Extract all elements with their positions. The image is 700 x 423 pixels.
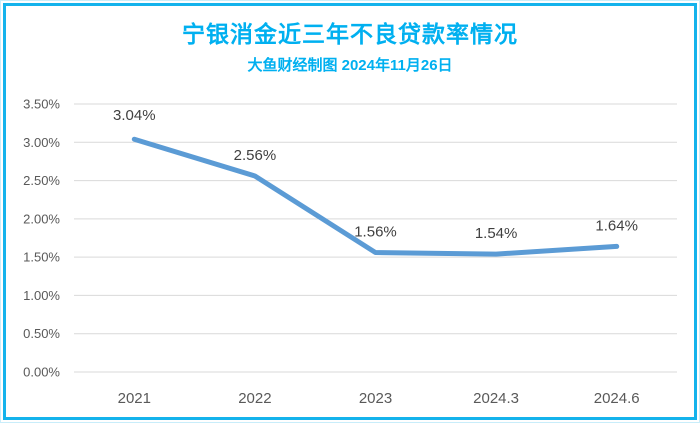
y-axis-tick-label: 1.50%	[23, 250, 60, 265]
x-axis-tick-label: 2022	[238, 390, 271, 407]
y-axis-tick-label: 3.00%	[23, 135, 60, 150]
chart-subtitle: 大鱼财经制图 2024年11月26日	[247, 57, 453, 74]
x-axis-tick-label: 2023	[359, 390, 392, 407]
x-axis-tick-label: 2024.6	[594, 390, 640, 407]
y-axis-tick-label: 0.50%	[23, 326, 60, 341]
data-label: 1.54%	[475, 225, 518, 242]
series-line	[131, 136, 620, 257]
x-axis-tick-label: 2021	[118, 390, 151, 407]
y-axis-tick-label: 2.50%	[23, 173, 60, 188]
data-label: 1.64%	[595, 217, 638, 234]
data-label: 2.56%	[234, 147, 277, 164]
y-axis-tick-label: 1.00%	[23, 288, 60, 303]
y-axis-tick-label: 3.50%	[23, 97, 60, 112]
chart-title: 宁银消金近三年不良贷款率情况	[182, 21, 518, 47]
x-axis-tick-label: 2024.3	[473, 390, 519, 407]
data-label: 1.56%	[354, 224, 397, 241]
y-axis-tick-label: 2.00%	[23, 211, 60, 226]
y-axis-tick-label: 0.00%	[23, 365, 60, 380]
data-label: 3.04%	[113, 107, 156, 124]
